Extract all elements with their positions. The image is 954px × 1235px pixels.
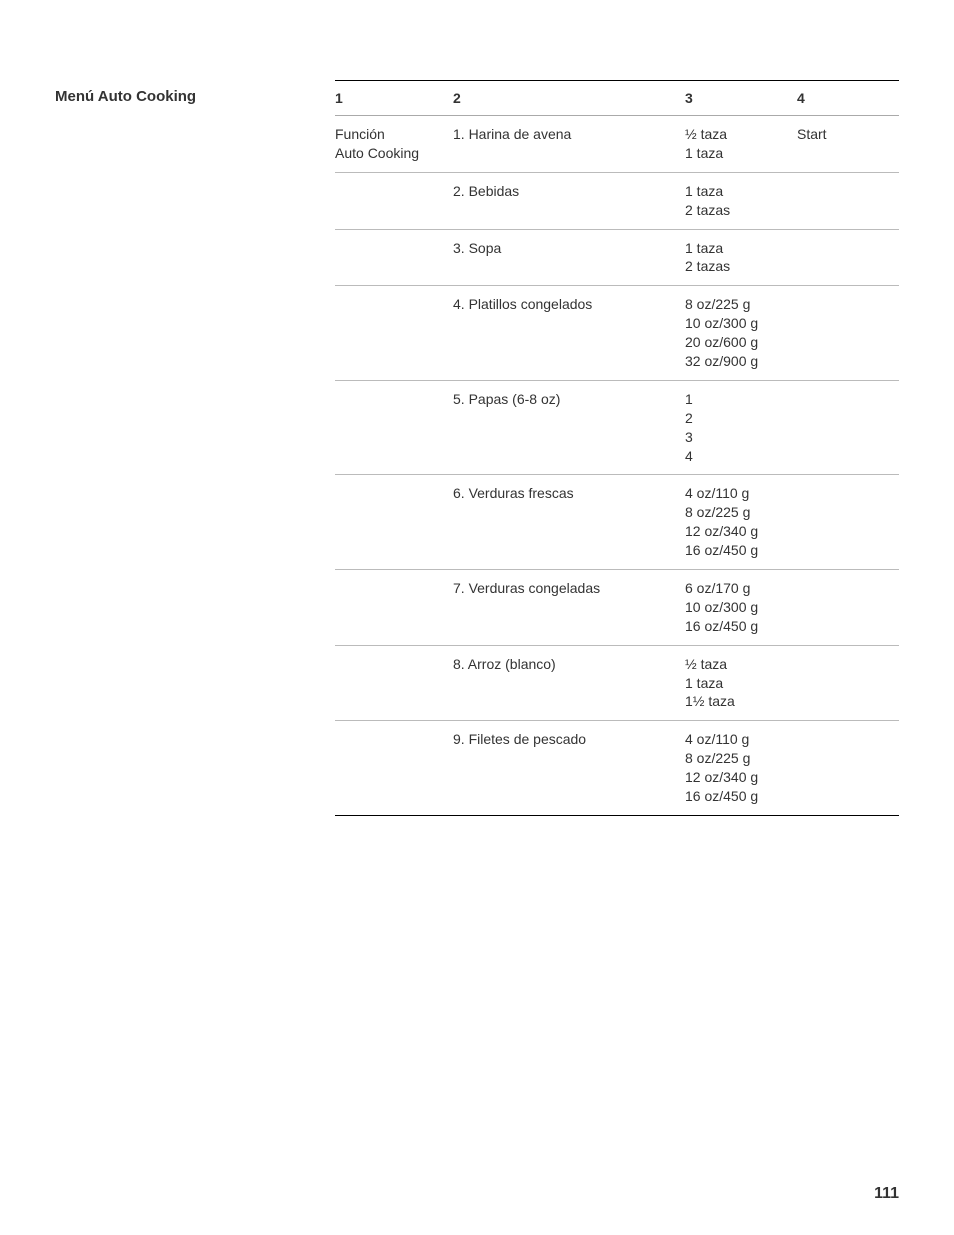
cell-action — [797, 380, 899, 475]
cell-action — [797, 645, 899, 721]
table-header-row: 1 2 3 4 — [335, 81, 899, 116]
cell-quantity: 4 oz/110 g 8 oz/225 g 12 oz/340 g 16 oz/… — [685, 721, 797, 816]
cell-item: 5. Papas (6-8 oz) — [453, 380, 685, 475]
cell-item: 6. Verduras frescas — [453, 475, 685, 570]
right-column: 1 2 3 4 Función Auto Cooking1. Harina de… — [335, 80, 899, 816]
cell-function — [335, 380, 453, 475]
cell-action — [797, 475, 899, 570]
cell-function — [335, 645, 453, 721]
cell-quantity: 4 oz/110 g 8 oz/225 g 12 oz/340 g 16 oz/… — [685, 475, 797, 570]
cell-function — [335, 172, 453, 229]
cell-function — [335, 721, 453, 816]
table-row: 8. Arroz (blanco)½ taza 1 taza 1½ taza — [335, 645, 899, 721]
page-content: Menú Auto Cooking 1 2 3 4 Función Auto C… — [55, 80, 899, 816]
table-row: 4. Platillos congelados8 oz/225 g 10 oz/… — [335, 286, 899, 381]
table-body: Función Auto Cooking1. Harina de avena½ … — [335, 116, 899, 816]
cell-function — [335, 570, 453, 646]
auto-cooking-table: 1 2 3 4 Función Auto Cooking1. Harina de… — [335, 80, 899, 816]
cell-action — [797, 172, 899, 229]
cell-action — [797, 721, 899, 816]
cell-action — [797, 570, 899, 646]
cell-function: Función Auto Cooking — [335, 116, 453, 173]
cell-quantity: 1 taza 2 tazas — [685, 172, 797, 229]
cell-function — [335, 286, 453, 381]
cell-quantity: 1 taza 2 tazas — [685, 229, 797, 286]
page-number: 111 — [874, 1185, 899, 1203]
header-col-4: 4 — [797, 81, 899, 116]
section-title: Menú Auto Cooking — [55, 80, 335, 105]
table-row: 7. Verduras congeladas6 oz/170 g 10 oz/3… — [335, 570, 899, 646]
cell-function — [335, 229, 453, 286]
cell-action — [797, 286, 899, 381]
table-row: 9. Filetes de pescado4 oz/110 g 8 oz/225… — [335, 721, 899, 816]
table-row: 6. Verduras frescas4 oz/110 g 8 oz/225 g… — [335, 475, 899, 570]
table-row: 2. Bebidas1 taza 2 tazas — [335, 172, 899, 229]
header-col-3: 3 — [685, 81, 797, 116]
cell-action — [797, 229, 899, 286]
cell-item: 8. Arroz (blanco) — [453, 645, 685, 721]
cell-quantity: ½ taza 1 taza — [685, 116, 797, 173]
table-row: Función Auto Cooking1. Harina de avena½ … — [335, 116, 899, 173]
cell-quantity: 1 2 3 4 — [685, 380, 797, 475]
cell-item: 7. Verduras congeladas — [453, 570, 685, 646]
cell-item: 4. Platillos congelados — [453, 286, 685, 381]
cell-quantity: 6 oz/170 g 10 oz/300 g 16 oz/450 g — [685, 570, 797, 646]
cell-item: 1. Harina de avena — [453, 116, 685, 173]
cell-item: 9. Filetes de pescado — [453, 721, 685, 816]
cell-item: 2. Bebidas — [453, 172, 685, 229]
left-column: Menú Auto Cooking — [55, 80, 335, 816]
table-row: 3. Sopa1 taza 2 tazas — [335, 229, 899, 286]
cell-quantity: ½ taza 1 taza 1½ taza — [685, 645, 797, 721]
header-col-1: 1 — [335, 81, 453, 116]
cell-quantity: 8 oz/225 g 10 oz/300 g 20 oz/600 g 32 oz… — [685, 286, 797, 381]
cell-action: Start — [797, 116, 899, 173]
cell-function — [335, 475, 453, 570]
cell-item: 3. Sopa — [453, 229, 685, 286]
table-row: 5. Papas (6-8 oz)1 2 3 4 — [335, 380, 899, 475]
header-col-2: 2 — [453, 81, 685, 116]
